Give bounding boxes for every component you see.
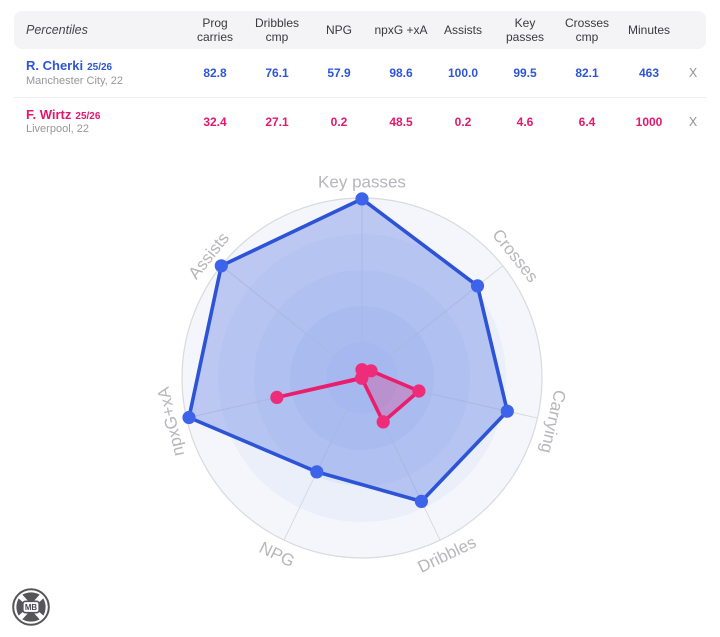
column-header: npxG +xA xyxy=(374,22,428,37)
stat-value: 27.1 xyxy=(265,114,289,129)
radar-polygon-r-cherki xyxy=(187,197,510,504)
radar-spoke xyxy=(220,265,363,379)
radar-point xyxy=(214,259,228,273)
stat-value: 4.6 xyxy=(516,114,534,129)
column-header: Crosses cmp xyxy=(564,15,609,44)
player-club: Manchester City, 22 xyxy=(26,74,124,87)
stat-value: 99.5 xyxy=(513,66,537,80)
stat-value: 0.2 xyxy=(454,114,472,129)
logo-text: MB xyxy=(25,603,38,612)
radar-polygon-f-wirtz xyxy=(275,367,421,424)
player-name-text: F. Wirtz xyxy=(26,106,72,122)
player-season: 25/26 xyxy=(75,110,101,122)
column-header: NPG xyxy=(325,22,352,37)
column-header: Prog carries xyxy=(196,15,233,44)
stat-value: 98.6 xyxy=(389,66,413,80)
stat-value: 6.4 xyxy=(578,114,596,129)
mb-logo: MB xyxy=(12,588,50,626)
player-name[interactable]: R. Cherki 25/26 xyxy=(26,58,184,74)
radar-axis-label: Key passes xyxy=(318,173,406,192)
player-cell[interactable]: R. Cherki 25/26 Manchester City, 22 xyxy=(14,58,184,87)
percentiles-table: Percentiles Prog carries Dribbles cmp NPG n… xyxy=(14,11,706,145)
table-title: Percentiles xyxy=(26,22,88,37)
player-season: 25/26 xyxy=(87,62,113,74)
stat-value: 100.0 xyxy=(447,66,479,80)
column-header: Assists xyxy=(443,22,482,37)
radar-point xyxy=(182,410,196,425)
radar-point xyxy=(470,279,485,293)
radar-point xyxy=(414,494,428,508)
player-cell[interactable]: F. Wirtz 25/26 Liverpool, 22 xyxy=(14,106,184,136)
radar-point xyxy=(355,192,369,206)
player-name[interactable]: F. Wirtz 25/26 xyxy=(26,106,184,122)
radar-point xyxy=(310,465,324,479)
stat-value: 463 xyxy=(638,66,660,80)
radar-point xyxy=(355,371,369,385)
player-name-text: R. Cherki xyxy=(26,58,84,74)
player-club: Liverpool, 22 xyxy=(26,123,89,136)
radar-spoke xyxy=(283,377,363,541)
radar-chart: Key passesCrossesCarryingDribblesNPGnpxG… xyxy=(154,173,570,577)
player-row: F. Wirtz 25/26 Liverpool, 22 32.4 27.1 0.2 48.… xyxy=(14,97,706,145)
stat-value: 32.4 xyxy=(203,114,227,129)
radar-point xyxy=(364,364,378,378)
player-row: R. Cherki 25/26 Manchester City, 22 82.8 76.… xyxy=(14,49,706,97)
radar-point xyxy=(270,390,284,404)
column-header: Key passes xyxy=(505,15,545,44)
stat-value: 82.1 xyxy=(575,66,599,80)
radar-point xyxy=(412,384,426,398)
column-header: Dribbles cmp xyxy=(254,15,299,44)
stat-value: 0.2 xyxy=(330,114,348,129)
logo-badge-box xyxy=(21,600,41,614)
stat-value: 76.1 xyxy=(265,66,289,80)
stat-value: 57.9 xyxy=(327,66,351,80)
radar-axis-label: Carrying xyxy=(537,388,570,455)
radar-point xyxy=(500,404,514,418)
table-body: R. Cherki 25/26 Manchester City, 22 82.8 76.… xyxy=(14,49,706,145)
radar-point xyxy=(376,415,390,429)
stat-value: 48.5 xyxy=(389,114,413,129)
table-header: Percentiles Prog carries Dribbles cmp NPG n… xyxy=(14,11,706,49)
remove-player-button[interactable]: X xyxy=(683,62,703,84)
column-header: Minutes xyxy=(627,22,671,37)
stat-value: 1000 xyxy=(635,114,663,129)
stat-value: 82.8 xyxy=(203,66,227,80)
remove-player-button[interactable]: X xyxy=(683,111,703,133)
